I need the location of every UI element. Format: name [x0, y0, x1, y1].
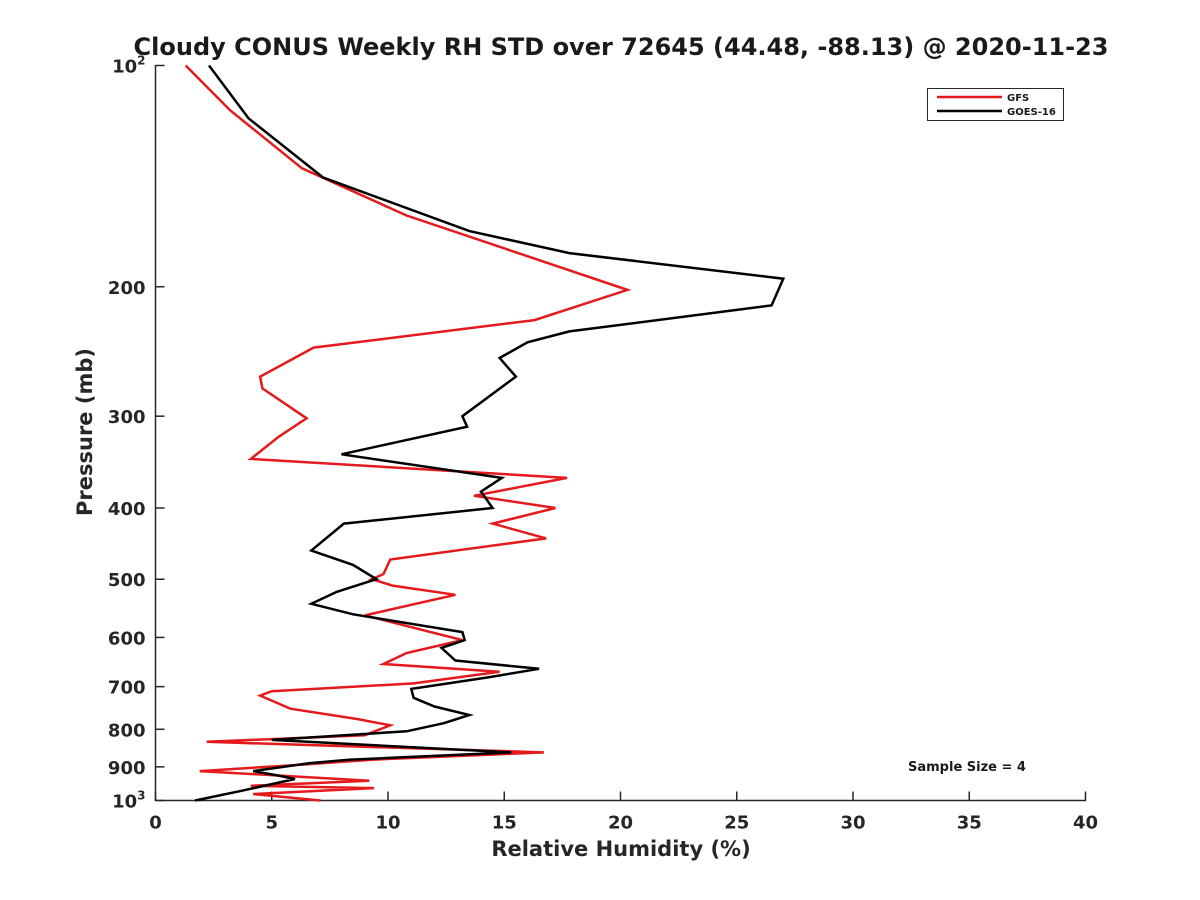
y-tick-label-base: 200 — [108, 278, 146, 299]
y-tick-label: 900 — [108, 758, 146, 779]
legend-label: GOES-16 — [1007, 107, 1056, 118]
y-tick-label-base: 10 — [112, 57, 137, 78]
y-tick-label-exponent: 2 — [137, 54, 145, 68]
x-tick-label: 40 — [1073, 813, 1098, 834]
y-tick-label: 800 — [108, 720, 146, 741]
y-tick-label: 700 — [108, 678, 146, 699]
x-tick-label: 30 — [840, 813, 865, 834]
sample-size-annotation: Sample Size = 4 — [908, 760, 1026, 775]
y-tick-label-exponent: 3 — [137, 789, 145, 803]
y-tick-label-base: 900 — [108, 758, 146, 779]
y-tick-label: 200 — [108, 278, 146, 299]
x-tick-label: 10 — [375, 813, 400, 834]
series-layer — [184, 64, 786, 802]
plot-area — [155, 65, 1086, 800]
y-tick-label-base: 10 — [112, 792, 137, 813]
y-tick-label: 600 — [108, 628, 146, 649]
y-tick-label-base: 700 — [108, 678, 146, 699]
goes-16-series-line — [194, 64, 786, 802]
y-tick-label: 500 — [108, 570, 146, 591]
x-tick-label: 25 — [724, 813, 749, 834]
x-tick-label: 35 — [957, 813, 982, 834]
chart-title: Cloudy CONUS Weekly RH STD over 72645 (4… — [134, 33, 1109, 61]
y-tick-label: 102 — [112, 54, 145, 78]
legend: GFS GOES-16 — [927, 88, 1064, 121]
x-axis-ticks: 0 5 10 15 20 25 30 35 40 — [149, 791, 1098, 834]
y-tick-label-base: 800 — [108, 720, 146, 741]
x-tick-label: 0 — [149, 813, 162, 834]
y-tick-label: 300 — [108, 407, 146, 428]
y-tick-label-base: 500 — [108, 570, 146, 591]
x-tick-label: 20 — [608, 813, 633, 834]
y-tick-label-base: 600 — [108, 628, 146, 649]
legend-label: GFS — [1007, 93, 1029, 104]
y-axis-label: Pressure (mb) — [73, 348, 97, 516]
x-tick-label: 15 — [492, 813, 517, 834]
y-tick-label-base: 300 — [108, 407, 146, 428]
y-tick-label-base: 400 — [108, 499, 146, 520]
y-tick-label: 400 — [108, 499, 146, 520]
x-axis-label: Relative Humidity (%) — [491, 837, 750, 861]
legend-box — [927, 88, 1064, 121]
y-tick-label: 103 — [112, 789, 145, 813]
x-tick-label: 5 — [265, 813, 278, 834]
